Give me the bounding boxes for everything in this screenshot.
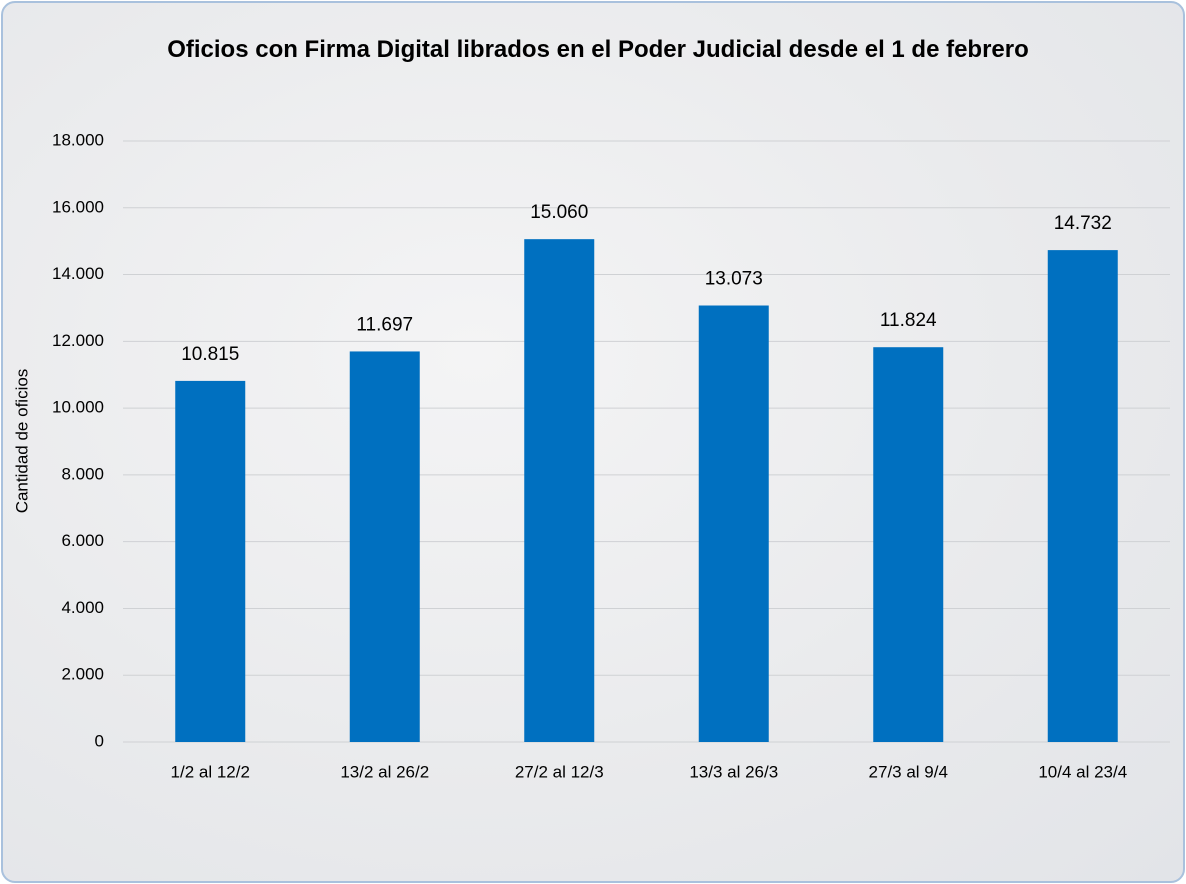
- y-tick-label: 14.000: [52, 264, 104, 283]
- y-tick-label: 6.000: [61, 531, 104, 550]
- chart-title: Oficios con Firma Digital librados en el…: [143, 31, 1053, 69]
- y-tick-label: 4.000: [61, 598, 104, 617]
- data-label: 15.060: [530, 202, 588, 223]
- chart-frame: Cantidad de oficios 0 2.000 4.000 6.000 8.00…: [1, 1, 1185, 883]
- data-label: 11.697: [356, 314, 413, 335]
- data-label: 14.732: [1054, 213, 1112, 234]
- x-tick-label: 13/3 al 26/3: [689, 762, 778, 781]
- bar: [699, 306, 769, 742]
- bar: [175, 381, 245, 742]
- data-label: 11.824: [880, 310, 937, 331]
- x-tick-label: 27/2 al 12/3: [515, 762, 604, 781]
- chart: Cantidad de oficios 0 2.000 4.000 6.000 8.00…: [3, 3, 1183, 881]
- y-axis-label: Cantidad de oficios: [12, 369, 31, 514]
- data-label: 10.815: [181, 344, 239, 365]
- x-tick-label: 10/4 al 23/4: [1038, 762, 1127, 781]
- y-tick-label: 0: [95, 731, 104, 750]
- bar: [873, 347, 943, 742]
- x-tick-label: 27/3 al 9/4: [869, 762, 948, 781]
- y-tick-label: 10.000: [52, 398, 104, 417]
- data-label: 13.073: [705, 269, 763, 290]
- bar: [1048, 250, 1118, 742]
- x-tick-label: 13/2 al 26/2: [340, 762, 429, 781]
- x-tick-label: 1/2 al 12/2: [171, 762, 250, 781]
- y-tick-label: 18.000: [52, 130, 104, 149]
- y-tick-label: 16.000: [52, 197, 104, 216]
- y-tick-label: 2.000: [61, 665, 104, 684]
- bar: [350, 351, 420, 742]
- y-tick-label: 8.000: [61, 464, 104, 483]
- y-tick-label: 12.000: [52, 331, 104, 350]
- bar: [524, 239, 594, 742]
